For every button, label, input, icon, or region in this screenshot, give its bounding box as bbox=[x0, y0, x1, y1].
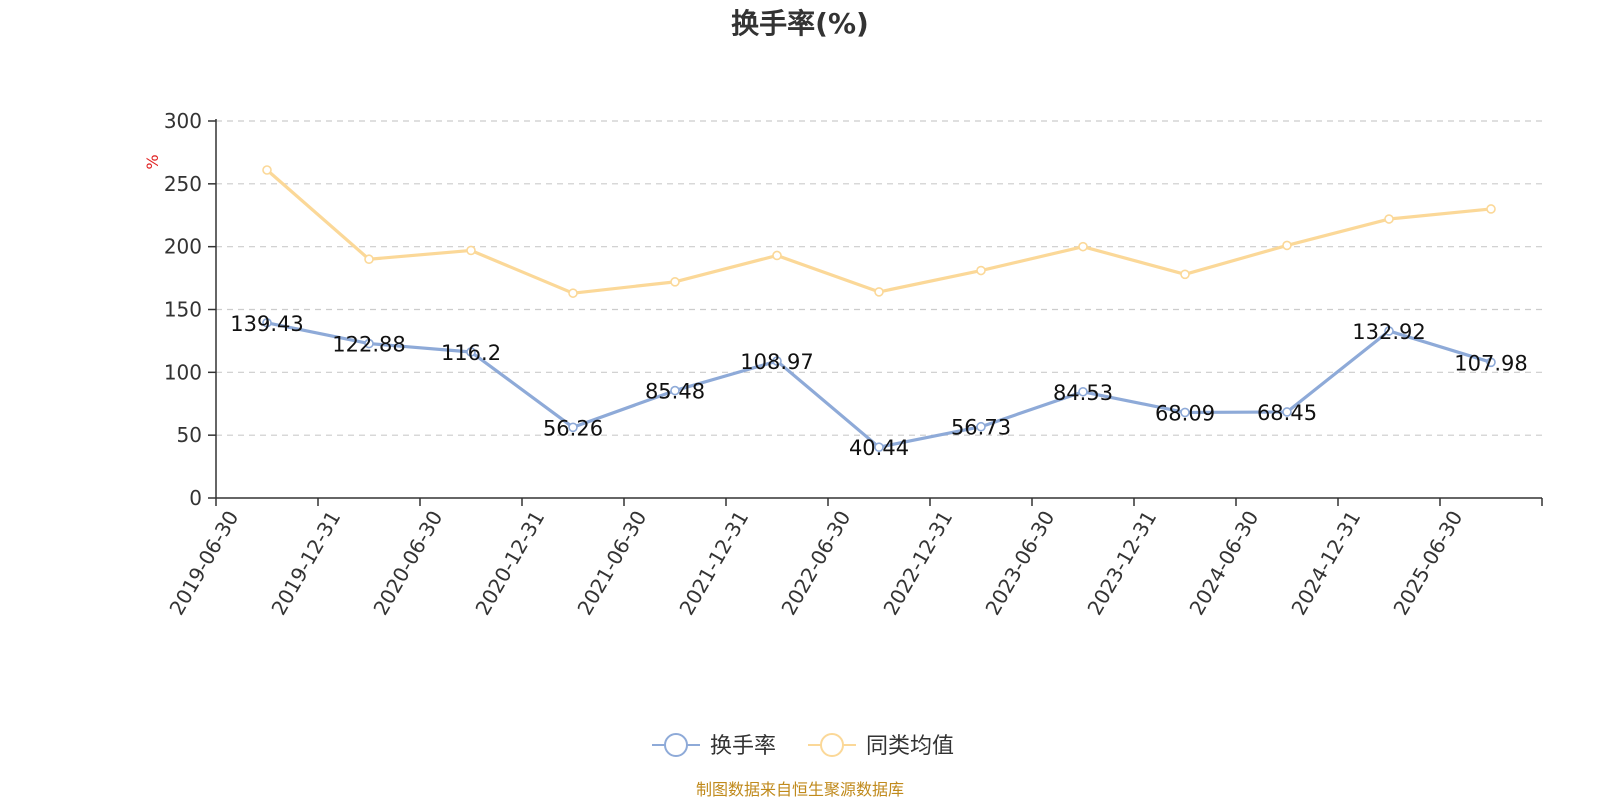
data-point bbox=[874, 442, 884, 452]
x-tick-label: 2019-12-31 bbox=[266, 507, 345, 620]
data-label: 85.48 bbox=[645, 380, 705, 404]
data-point bbox=[670, 385, 680, 396]
x-tick-label: 2021-12-31 bbox=[674, 507, 753, 620]
y-tick-label: 0 bbox=[189, 486, 202, 510]
data-label: 108.97 bbox=[740, 350, 813, 374]
x-tick-label: 2024-12-31 bbox=[1286, 507, 1365, 620]
y-tick-label: 300 bbox=[164, 109, 202, 133]
legend-label: 换手率 bbox=[710, 734, 776, 759]
data-point bbox=[1486, 357, 1496, 368]
data-labels: 139.43 122.88 116.2 56.26 85.48 108.97 40.44 56… bbox=[230, 312, 1527, 460]
data-label: 68.09 bbox=[1155, 401, 1215, 425]
series-line-1 bbox=[265, 168, 1492, 295]
data-label: 56.73 bbox=[951, 416, 1011, 440]
y-tick-label: 100 bbox=[164, 360, 202, 384]
data-label: 122.88 bbox=[332, 333, 405, 357]
data-label: 132.92 bbox=[1352, 320, 1425, 344]
legend-circle-icon bbox=[664, 733, 688, 757]
data-point bbox=[466, 245, 476, 256]
data-label: 139.43 bbox=[230, 312, 303, 336]
data-point bbox=[1384, 214, 1394, 224]
data-point bbox=[1078, 241, 1088, 252]
grid-lines bbox=[216, 120, 1542, 436]
x-tick-label: 2022-06-30 bbox=[776, 507, 855, 620]
data-point bbox=[874, 287, 884, 297]
data-point bbox=[466, 347, 476, 357]
series-lines bbox=[262, 165, 1496, 452]
data-point bbox=[1180, 269, 1190, 280]
data-label: 68.45 bbox=[1257, 401, 1317, 425]
data-label: 107.98 bbox=[1454, 351, 1527, 375]
x-tick-label: 2022-12-31 bbox=[878, 507, 957, 620]
y-tick-label: 50 bbox=[177, 423, 202, 447]
legend-item-1[interactable]: 同类均值 bbox=[808, 733, 954, 759]
x-tick-label: 2023-12-31 bbox=[1082, 507, 1161, 620]
data-point bbox=[1486, 204, 1496, 214]
data-point bbox=[670, 277, 680, 287]
x-tick-label: 2023-06-30 bbox=[980, 507, 1059, 620]
data-point bbox=[1282, 407, 1292, 417]
x-tick-label: 2024-06-30 bbox=[1184, 507, 1263, 620]
data-point bbox=[1282, 240, 1292, 251]
y-tick-label: 250 bbox=[164, 172, 202, 196]
data-point bbox=[262, 317, 272, 328]
data-point bbox=[976, 421, 986, 432]
chart-title: 换手率(%) bbox=[731, 7, 869, 40]
legend-item-0[interactable]: 换手率 bbox=[652, 733, 776, 759]
y-tick-label: 200 bbox=[164, 235, 202, 259]
data-point bbox=[568, 422, 578, 433]
x-tick-label: 2019-06-30 bbox=[164, 507, 243, 620]
data-label: 116.2 bbox=[441, 341, 501, 365]
data-point bbox=[568, 288, 578, 298]
x-tick-label: 2021-06-30 bbox=[572, 507, 651, 620]
data-point bbox=[772, 356, 782, 366]
x-tick-label: 2020-06-30 bbox=[368, 507, 447, 620]
y-tick-label: 150 bbox=[164, 298, 202, 322]
data-label: 84.53 bbox=[1053, 381, 1113, 405]
data-point bbox=[772, 250, 782, 261]
data-point bbox=[1384, 326, 1394, 336]
x-tick-label: 2025-06-30 bbox=[1388, 507, 1467, 620]
data-label: 56.26 bbox=[543, 416, 603, 440]
data-point bbox=[976, 265, 986, 276]
axes: 0 50 100 150 200 250 300 2019-06-30 2019-12-31 20… bbox=[164, 109, 1543, 620]
source-note: 制图数据来自恒生聚源数据库 bbox=[695, 780, 904, 799]
data-label: 40.44 bbox=[849, 436, 909, 460]
data-point bbox=[1078, 386, 1088, 397]
data-point bbox=[1180, 407, 1190, 418]
data-point bbox=[364, 338, 374, 349]
y-axis-label: % bbox=[143, 154, 162, 169]
legend-label: 同类均值 bbox=[866, 734, 954, 759]
legend[interactable]: 换手率 同类均值 bbox=[652, 733, 954, 759]
x-tick-label: 2020-12-31 bbox=[470, 507, 549, 620]
data-point bbox=[262, 165, 272, 175]
data-point bbox=[364, 254, 374, 265]
legend-circle-icon bbox=[820, 733, 844, 757]
